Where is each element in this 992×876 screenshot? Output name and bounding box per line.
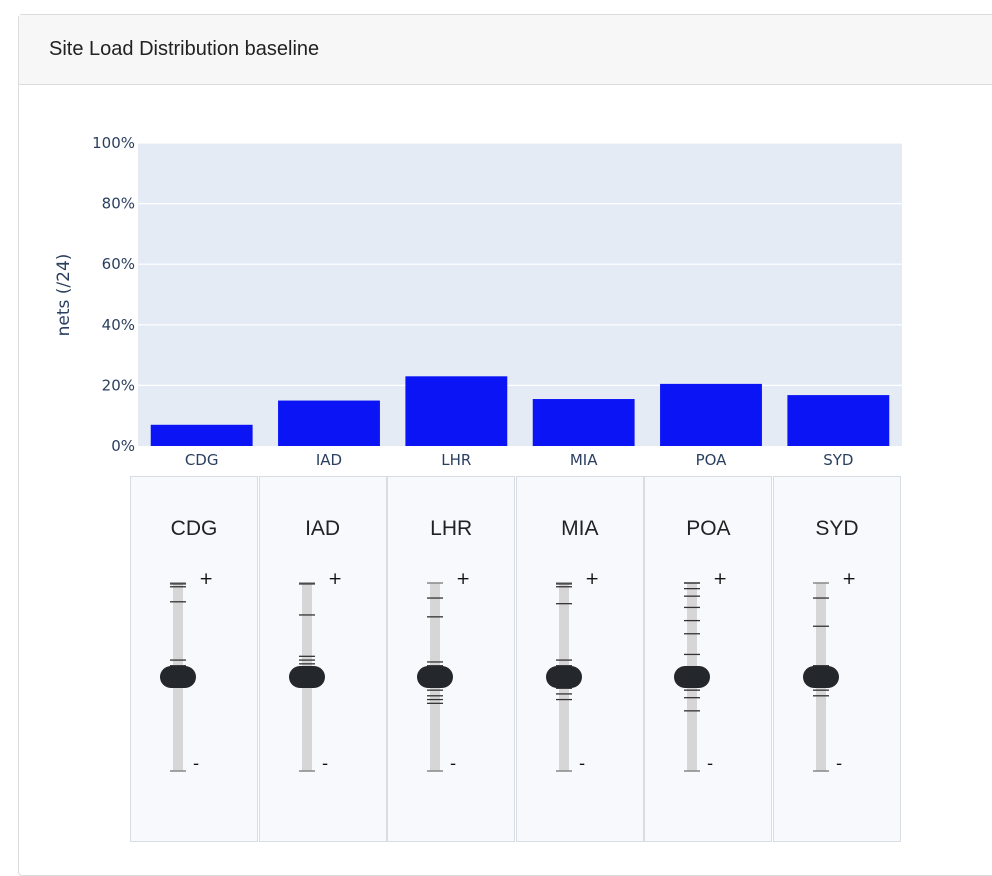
y-axis-title: nets (/24) bbox=[54, 254, 74, 337]
slider-handle[interactable] bbox=[803, 666, 839, 688]
vertical-slider[interactable]: +- bbox=[517, 477, 645, 843]
slider-handle[interactable] bbox=[160, 666, 196, 688]
x-tick-label: POA bbox=[696, 451, 728, 469]
slider-min-label: - bbox=[707, 754, 713, 774]
bar-chart: 0% 20% 40% 60% 80% 100% CDG IAD LHR MIA POA SYD ne… bbox=[54, 134, 902, 469]
plot-area bbox=[138, 143, 902, 446]
slider-panel-iad: IAD + - bbox=[258, 476, 388, 843]
x-tick-labels: CDG IAD LHR MIA POA SYD bbox=[185, 451, 854, 469]
y-tick-label: 100% bbox=[92, 134, 135, 152]
bar-cdg[interactable] bbox=[150, 424, 253, 446]
slider-min-label: - bbox=[579, 754, 585, 774]
bars bbox=[150, 376, 890, 446]
slider-handle[interactable] bbox=[417, 666, 454, 688]
y-tick-labels: 0% 20% 40% 60% 80% 100% bbox=[92, 134, 135, 455]
y-tick-label: 80% bbox=[102, 195, 135, 213]
slider-panel-mia: MIA + - bbox=[515, 476, 645, 843]
vertical-slider[interactable]: +- bbox=[131, 477, 259, 843]
card-header: Site Load Distribution baseline bbox=[19, 15, 992, 85]
slider-min-label: - bbox=[322, 754, 328, 774]
bar-lhr[interactable] bbox=[405, 376, 508, 446]
slider-panel-lhr: LHR + - bbox=[387, 476, 516, 843]
slider-title: POA bbox=[686, 517, 731, 540]
y-tick-label: 20% bbox=[102, 376, 135, 394]
bar-iad[interactable] bbox=[278, 400, 380, 446]
slider-title: LHR bbox=[430, 517, 473, 540]
slider-handle[interactable] bbox=[674, 666, 711, 688]
bar-poa[interactable] bbox=[660, 383, 762, 446]
slider-max-label: + bbox=[713, 569, 727, 589]
slider-title: CDG bbox=[170, 517, 218, 540]
slider-handle[interactable] bbox=[288, 666, 325, 688]
y-tick-label: 60% bbox=[102, 255, 135, 273]
slider-title: MIA bbox=[561, 517, 599, 540]
vertical-slider[interactable]: +- bbox=[645, 477, 773, 843]
slider-title: IAD bbox=[305, 517, 341, 540]
slider-panel-cdg: CDG + - bbox=[130, 476, 258, 842]
slider-handle[interactable] bbox=[545, 666, 582, 688]
slider-min-label: - bbox=[193, 754, 199, 774]
slider-panel-poa: POA + - bbox=[644, 476, 773, 843]
slider-min-label: - bbox=[450, 754, 456, 774]
slider-title: SYD bbox=[815, 517, 859, 540]
slider-max-label: + bbox=[456, 569, 470, 589]
slider-max-label: + bbox=[328, 569, 342, 589]
slider-min-label: - bbox=[836, 754, 842, 774]
bar-syd[interactable] bbox=[787, 395, 890, 446]
card-title: Site Load Distribution baseline bbox=[49, 38, 320, 60]
grid-lines bbox=[138, 142, 902, 386]
x-tick-label: LHR bbox=[441, 451, 471, 469]
vertical-slider[interactable]: +- bbox=[260, 477, 388, 843]
y-tick-label: 40% bbox=[102, 316, 135, 334]
slider-max-label: + bbox=[199, 569, 213, 589]
y-tick-label: 0% bbox=[111, 437, 135, 455]
x-tick-label: IAD bbox=[316, 451, 342, 469]
slider-max-label: + bbox=[842, 569, 856, 589]
slider-max-label: + bbox=[585, 569, 599, 589]
x-tick-label: CDG bbox=[185, 451, 219, 469]
x-tick-label: SYD bbox=[823, 451, 853, 469]
x-tick-label: MIA bbox=[570, 451, 598, 469]
vertical-slider[interactable]: +- bbox=[774, 477, 902, 843]
slider-panel-syd: SYD + - bbox=[773, 476, 901, 842]
bar-mia[interactable] bbox=[532, 399, 635, 446]
vertical-slider[interactable]: +- bbox=[388, 477, 516, 843]
